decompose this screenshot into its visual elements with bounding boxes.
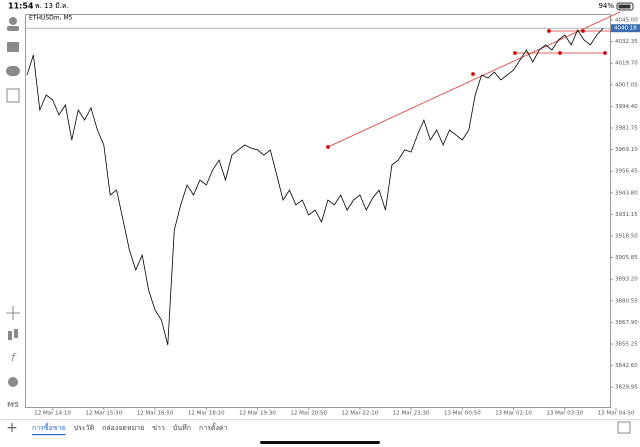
account-icon-body <box>7 26 19 31</box>
y-tick-label: 3931.15 <box>615 212 638 218</box>
status-battery: 94% <box>598 2 614 10</box>
candles-icon-2 <box>14 329 18 338</box>
y-tick-label: 4045.00 <box>615 17 638 23</box>
timeframe-button[interactable]: M5 <box>7 401 19 409</box>
chart-title: ETHUSDm, M5 <box>29 15 73 22</box>
x-tick-label: 13 Mar 03:30 <box>546 411 583 417</box>
add-button[interactable]: + <box>6 420 18 436</box>
toolbar: f M5 <box>6 17 20 409</box>
chat-icon[interactable] <box>6 66 20 76</box>
new-order-icon[interactable] <box>6 88 20 103</box>
price-line <box>26 27 604 346</box>
trade-icon[interactable] <box>7 42 19 52</box>
home-indicator <box>260 441 380 444</box>
account-icon[interactable] <box>9 17 17 25</box>
current-price-label: 4040.18 <box>614 26 637 32</box>
x-tick-label: 12 Mar 22:10 <box>342 411 379 417</box>
y-tick-label: 4007.05 <box>615 82 638 88</box>
anchor[interactable] <box>513 51 518 56</box>
x-tick-label: 12 Mar 15:30 <box>85 411 122 417</box>
x-tick-label: 13 Mar 02:10 <box>495 411 532 417</box>
x-tick-label: 12 Mar 18:10 <box>188 411 225 417</box>
y-tick-label: 3918.50 <box>615 234 638 240</box>
tab[interactable]: กล่องจดหมาย <box>102 424 144 432</box>
y-tick-label: 4032.35 <box>615 39 638 45</box>
y-tick-label: 3956.45 <box>615 169 638 175</box>
tab[interactable]: บันทึก <box>173 423 191 432</box>
x-tick-label: 12 Mar 16:50 <box>137 411 174 417</box>
status-time: 11:54 <box>8 2 34 11</box>
anchor[interactable] <box>581 28 586 33</box>
x-tick-label: 12 Mar 14:10 <box>34 411 71 417</box>
anchor[interactable] <box>325 144 330 149</box>
status-date: พ. 13 มี.ค. <box>35 2 69 10</box>
layout-button[interactable] <box>617 421 631 434</box>
x-tick-label: 12 Mar 19:30 <box>239 411 276 417</box>
y-tick-label: 3880.55 <box>615 298 638 304</box>
battery-icon <box>616 2 634 11</box>
tab-bar: การซื้อขาย ประวัติ กล่องจดหมาย ข่าว บันทึก กา… <box>32 421 228 436</box>
anchor[interactable] <box>470 72 475 77</box>
y-tick-label: 3867.90 <box>615 320 638 326</box>
tab[interactable]: ข่าว <box>152 424 165 432</box>
x-tick-label: 12 Mar 23:30 <box>393 411 430 417</box>
trendline[interactable] <box>327 11 621 148</box>
anchor[interactable] <box>603 51 608 56</box>
indicator-icon[interactable]: f <box>11 351 17 364</box>
y-tick-label: 3893.20 <box>615 277 638 283</box>
battery-level <box>618 4 631 9</box>
y-tick-label: 3994.40 <box>615 104 638 110</box>
anchor[interactable] <box>547 28 552 33</box>
y-tick-label: 3905.85 <box>615 255 638 261</box>
y-tick-label: 3842.60 <box>615 363 638 369</box>
x-tick-label: 13 Mar 00:50 <box>444 411 481 417</box>
current-price-box <box>611 24 640 33</box>
y-tick-label: 4019.70 <box>615 61 638 67</box>
plot: 4045.00 4032.35 4019.70 4007.05 3994.40 3981.… <box>26 17 640 417</box>
tab[interactable]: ประวัติ <box>74 424 95 432</box>
y-tick-label: 3969.10 <box>615 147 638 153</box>
x-tick-label: 12 Mar 20:50 <box>290 411 327 417</box>
objects-icon[interactable] <box>8 377 18 387</box>
y-tick-label: 3981.75 <box>615 125 638 131</box>
tab[interactable]: การซื้อขาย <box>32 421 66 432</box>
tab[interactable]: การตั้งค่า <box>199 421 228 432</box>
plot-frame <box>25 14 611 408</box>
anchor[interactable] <box>558 51 563 56</box>
candles-icon[interactable] <box>8 331 12 340</box>
y-tick-label: 3829.95 <box>615 385 638 391</box>
y-tick-label: 3855.25 <box>615 342 638 348</box>
tab-underline <box>32 434 66 436</box>
x-tick-label: 13 Mar 04:50 <box>598 411 635 417</box>
y-tick-label: 3943.80 <box>615 190 638 196</box>
